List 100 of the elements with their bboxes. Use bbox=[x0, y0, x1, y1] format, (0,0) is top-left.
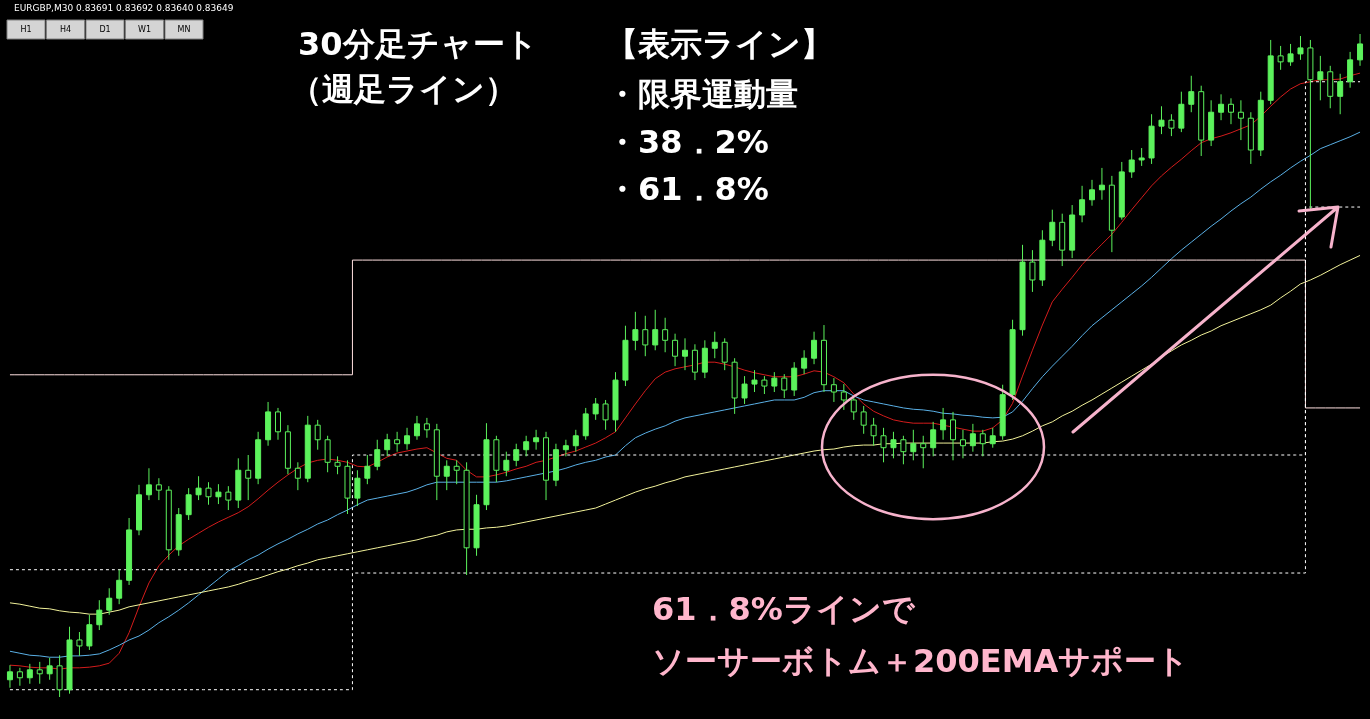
candlestick bbox=[652, 309, 659, 351]
candlestick bbox=[1337, 73, 1344, 115]
candlestick bbox=[86, 614, 93, 651]
candlestick bbox=[562, 439, 569, 457]
candlestick bbox=[582, 407, 589, 441]
candlestick bbox=[1347, 51, 1354, 89]
candlestick bbox=[225, 485, 232, 511]
candlestick bbox=[324, 435, 331, 473]
candlestick bbox=[1158, 105, 1165, 135]
candlestick bbox=[374, 439, 381, 471]
candlestick bbox=[314, 419, 321, 451]
candlestick bbox=[185, 487, 192, 521]
candlestick bbox=[1297, 35, 1304, 61]
text: H1 bbox=[20, 24, 32, 34]
candlestick bbox=[423, 417, 430, 439]
candlestick bbox=[711, 331, 718, 359]
annotation: ・61．8% bbox=[606, 170, 769, 208]
candlestick bbox=[533, 429, 540, 451]
candlestick bbox=[920, 435, 927, 469]
candlestick bbox=[930, 421, 937, 457]
candlestick bbox=[513, 443, 520, 467]
candlestick bbox=[751, 369, 758, 393]
candlestick bbox=[672, 333, 679, 367]
candlestick bbox=[354, 469, 361, 507]
candlestick bbox=[632, 311, 639, 351]
annotation: 61．8%ラインで bbox=[652, 590, 916, 628]
candlestick bbox=[910, 429, 917, 461]
candlestick bbox=[1227, 97, 1234, 125]
text: H4 bbox=[59, 24, 72, 34]
candlestick bbox=[1357, 33, 1364, 67]
candlestick bbox=[592, 397, 599, 421]
annotation: （週足ライン） bbox=[290, 70, 517, 108]
candlestick bbox=[572, 429, 579, 453]
candlestick bbox=[940, 407, 947, 441]
candlestick bbox=[155, 477, 162, 501]
candlestick bbox=[701, 339, 708, 379]
annotation: ・限界運動量 bbox=[606, 75, 798, 113]
text: MN bbox=[177, 24, 191, 34]
candlestick bbox=[394, 431, 401, 453]
candlestick bbox=[721, 337, 728, 371]
candlestick bbox=[1188, 75, 1195, 113]
candlestick bbox=[56, 654, 63, 698]
annotation: ・38．2% bbox=[606, 123, 769, 161]
candlestick bbox=[1277, 45, 1284, 71]
candlestick bbox=[979, 429, 986, 457]
candlestick bbox=[1178, 91, 1185, 133]
candlestick bbox=[1079, 185, 1086, 223]
candlestick bbox=[870, 417, 877, 447]
candlestick bbox=[106, 587, 113, 616]
candlestick bbox=[96, 599, 103, 631]
candlestick bbox=[46, 657, 53, 681]
chart-title: EURGBP,M30 0.83691 0.83692 0.83640 0.83649 bbox=[14, 3, 234, 13]
candlestick bbox=[880, 427, 887, 463]
candlestick bbox=[1098, 167, 1105, 201]
candlestick bbox=[384, 433, 391, 457]
candlestick bbox=[404, 427, 411, 451]
annotation: ソーサーボトム＋200EMAサポート bbox=[652, 642, 1190, 680]
candlestick bbox=[453, 459, 460, 485]
candlestick bbox=[771, 371, 778, 393]
candlestick bbox=[1237, 99, 1244, 141]
candlestick bbox=[413, 415, 420, 441]
candlestick bbox=[850, 395, 857, 421]
candlestick bbox=[195, 475, 202, 501]
candlestick bbox=[36, 661, 43, 685]
candlestick bbox=[781, 373, 788, 399]
candlestick bbox=[145, 467, 152, 501]
text: D1 bbox=[99, 24, 111, 34]
candlestick bbox=[1089, 179, 1096, 207]
annotation: 【表示ライン】 bbox=[606, 25, 833, 63]
candlestick bbox=[294, 461, 301, 491]
candlestick bbox=[1128, 149, 1135, 179]
candlestick bbox=[76, 631, 83, 657]
candlestick bbox=[1218, 93, 1225, 121]
candlestick bbox=[969, 423, 976, 453]
candlestick bbox=[26, 663, 33, 685]
candlestick bbox=[900, 435, 907, 465]
candlestick bbox=[642, 315, 649, 357]
candlestick bbox=[1317, 55, 1324, 101]
candlestick bbox=[860, 405, 867, 435]
candlestick bbox=[16, 667, 23, 687]
annotation: 30分足チャート bbox=[298, 25, 538, 63]
candlestick bbox=[741, 375, 748, 405]
candlestick bbox=[662, 317, 669, 353]
text: W1 bbox=[138, 24, 151, 34]
candlestick bbox=[503, 451, 510, 477]
candlestick bbox=[830, 377, 837, 403]
candlestick bbox=[840, 383, 847, 411]
candlestick bbox=[1168, 113, 1175, 137]
candlestick bbox=[245, 454, 252, 501]
candlestick bbox=[602, 399, 609, 431]
candlestick bbox=[205, 481, 212, 506]
candlestick bbox=[215, 483, 222, 505]
candlestick bbox=[1287, 43, 1294, 67]
candlestick bbox=[523, 435, 530, 457]
candlestick bbox=[116, 569, 123, 605]
candlestick bbox=[890, 431, 897, 459]
candlestick bbox=[682, 337, 688, 371]
candlestick bbox=[950, 411, 957, 461]
candlestick bbox=[959, 429, 966, 459]
candlestick bbox=[1029, 249, 1036, 293]
